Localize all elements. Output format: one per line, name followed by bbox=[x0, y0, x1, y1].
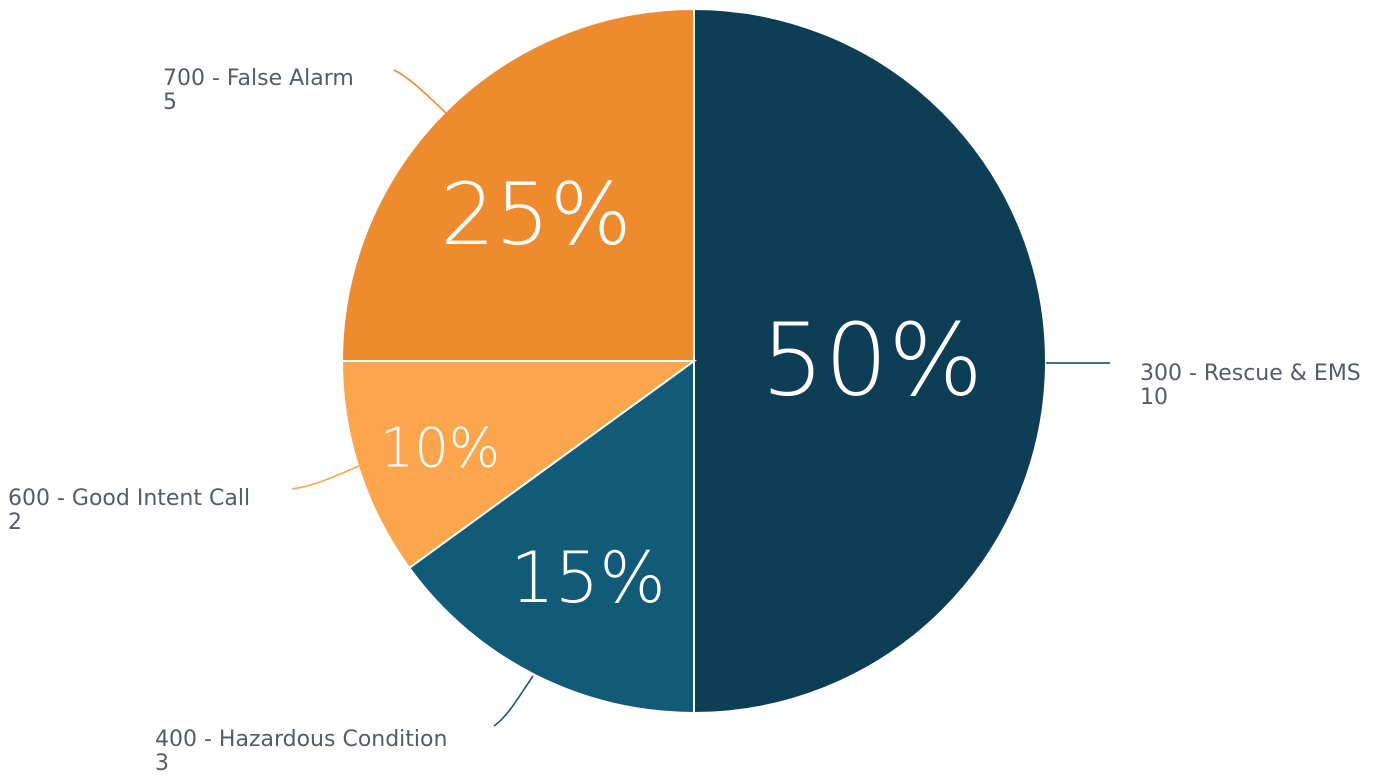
category-label-700: 700 - False Alarm bbox=[163, 66, 354, 91]
slices-layer bbox=[340, 7, 1047, 715]
percent-label-300: 50% bbox=[761, 302, 983, 419]
percent-labels-layer: 50% 15%10% 25% bbox=[380, 165, 983, 619]
leader-line-400 bbox=[493, 675, 534, 727]
leader-line-700 bbox=[393, 69, 447, 114]
pie-slice-600 bbox=[340, 360, 698, 570]
category-label-400: 400 - Hazardous Condition bbox=[155, 727, 447, 752]
category-label-600: 600 - Good Intent Call bbox=[8, 486, 250, 511]
pie-slice-300 bbox=[693, 7, 1047, 715]
pie-slice-400 bbox=[407, 359, 695, 715]
value-label-700: 5 bbox=[163, 90, 177, 115]
percent-label-700: 25% bbox=[440, 165, 631, 265]
leader-line-600 bbox=[291, 465, 360, 490]
percent-label-400: 15% bbox=[510, 537, 666, 619]
category-label-300: 300 - Rescue & EMS bbox=[1140, 361, 1361, 386]
value-label-300: 10 bbox=[1140, 385, 1168, 410]
leader-lines-layer bbox=[291, 69, 1110, 727]
percent-label-600: 10% bbox=[380, 417, 500, 480]
value-label-400: 3 bbox=[155, 751, 169, 776]
value-label-600: 2 bbox=[8, 510, 22, 535]
